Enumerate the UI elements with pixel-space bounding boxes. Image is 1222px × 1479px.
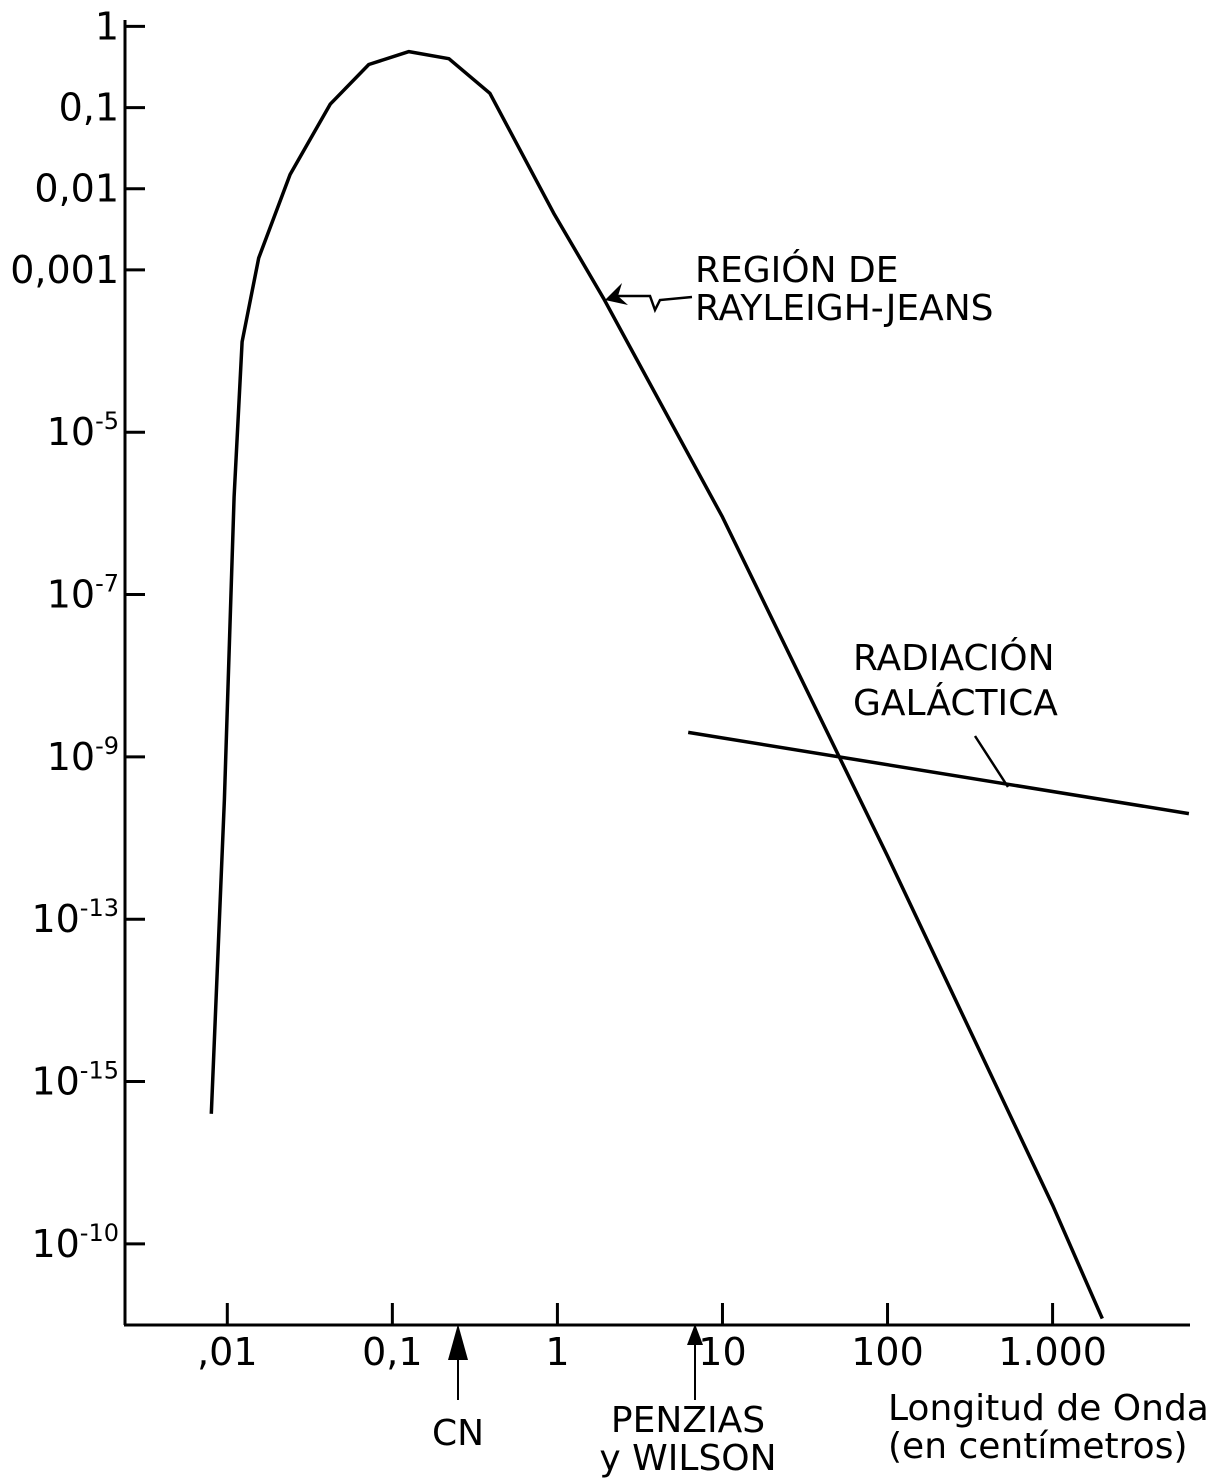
y-tick-label-text: 10	[31, 1060, 79, 1104]
y-tick-label: 10-5	[47, 407, 119, 454]
x-tick-label: 10	[698, 1330, 746, 1374]
annotation: REGIÓN DE	[695, 249, 898, 291]
y-tick-label: 0,01	[34, 167, 119, 211]
y-tick-label-text: 0,001	[10, 248, 119, 292]
y-tick-label: 10-9	[47, 732, 119, 779]
line	[687, 730, 1190, 816]
y-tick-label-text: 10	[31, 1222, 79, 1266]
y-tick-label-text: 10	[47, 410, 95, 454]
y-tick-label-sup: -15	[80, 1057, 119, 1085]
y-tick-label-text: 1	[95, 4, 119, 48]
y-tick-label-text: 10	[31, 897, 79, 941]
arrowhead	[448, 1324, 468, 1360]
annotation: RADIACIÓN	[853, 637, 1055, 679]
pointer	[973, 735, 1010, 788]
annotation: GALÁCTICA	[853, 682, 1058, 724]
y-tick-label-sup: -13	[80, 894, 119, 922]
y-tick-label: 0,1	[59, 86, 119, 130]
y-tick-label-text: 10	[47, 735, 95, 779]
y-tick-label: 10-13	[31, 894, 119, 941]
y-tick-label: 0,001	[10, 248, 119, 292]
y-tick-label-text: 10	[47, 573, 95, 617]
y-tick-label: 1	[95, 4, 119, 48]
y-tick-label-sup: -7	[95, 570, 119, 598]
annotation: RAYLEIGH-JEANS	[695, 288, 994, 329]
x-tick-label: 1	[545, 1330, 569, 1374]
x-axis-label: (en centímetros)	[888, 1426, 1188, 1467]
pointer	[618, 294, 693, 314]
y-tick-label-sup: -10	[80, 1219, 119, 1247]
annotation: PENZIAS	[611, 1400, 765, 1441]
y-tick-label-text: 0,01	[34, 167, 119, 211]
line	[209, 49, 1104, 1320]
y-tick-label: 10-10	[31, 1219, 119, 1266]
y-tick-label-text: 0,1	[59, 86, 119, 130]
y-tick-label-sup: -5	[95, 407, 119, 435]
x-tick-label: 0,1	[362, 1330, 422, 1374]
arrowhead	[687, 1324, 703, 1345]
x-tick-label: ,01	[197, 1330, 257, 1374]
y-tick-label: 10-15	[31, 1057, 119, 1104]
y-tick-label: 10-7	[47, 570, 119, 617]
x-tick-label: 1.000	[998, 1330, 1107, 1374]
y-tick-label-sup: -9	[95, 732, 119, 760]
x-axis-label: Longitud de Onda	[888, 1388, 1209, 1429]
x-tick-label: 100	[851, 1330, 924, 1374]
arrowhead	[605, 283, 628, 305]
annotation: CN	[432, 1413, 484, 1454]
annotation: y WILSON	[599, 1438, 776, 1479]
